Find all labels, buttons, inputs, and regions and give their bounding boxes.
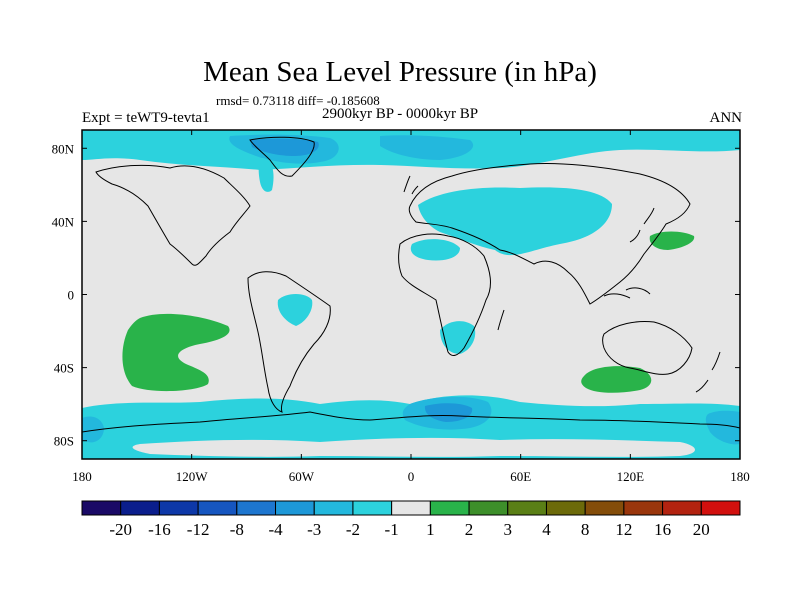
- east-antarctic-anomaly: [705, 410, 740, 445]
- north-africa-anomaly: [410, 239, 460, 261]
- coast-uk: [403, 175, 419, 195]
- colorbar-label: 3: [504, 520, 513, 539]
- coast-africa: [398, 233, 491, 356]
- colorbar-swatch: [468, 500, 509, 516]
- colorbar-swatch: [700, 500, 741, 516]
- south-pacific-positive: [122, 313, 230, 392]
- experiment-label: Expt = teWT9-tevta1: [82, 110, 210, 126]
- coast-indonesia: [603, 287, 651, 299]
- colorbar-swatch: [662, 500, 702, 516]
- x-tick-label: 120W: [176, 469, 209, 484]
- colorbar-swatch: [545, 500, 586, 516]
- colorbar-swatch: [429, 500, 470, 516]
- ross-sea-anomaly: [82, 416, 104, 443]
- colorbar-label: 16: [654, 520, 671, 539]
- coast-antarctica: [82, 411, 740, 433]
- y-axis: 80N 40N 0 40S 80S: [52, 141, 740, 449]
- colorbar-swatch: [275, 500, 315, 516]
- colorbar-label: 2: [465, 520, 474, 539]
- coast-eurasia: [408, 162, 691, 305]
- arctic-core-anomaly: [250, 138, 319, 156]
- coastlines: [82, 136, 740, 433]
- colorbar-label: -12: [187, 520, 210, 539]
- x-tick-label: 120E: [617, 469, 645, 484]
- y-tick-label: 40N: [52, 214, 75, 229]
- coast-japan: [629, 207, 655, 243]
- colorbar-swatch: [158, 500, 199, 516]
- colorbar-label: 4: [542, 520, 551, 539]
- stats-label: rmsd= 0.73118 diff= -0.185608: [216, 93, 380, 108]
- colorbar-label: -1: [385, 520, 399, 539]
- colorbar-swatch: [352, 500, 393, 516]
- colorbar-label: -2: [346, 520, 360, 539]
- colorbar-swatch: [507, 500, 547, 516]
- colorbar-label: 12: [615, 520, 632, 539]
- y-tick-label: 0: [68, 288, 75, 303]
- colorbar-label: -3: [307, 520, 321, 539]
- y-tick-label: 80N: [52, 141, 75, 156]
- season-label: ANN: [709, 110, 743, 126]
- colorbar-label: -16: [148, 520, 171, 539]
- colorbar-swatch: [120, 500, 160, 516]
- colorbar-swatch: [236, 500, 277, 516]
- colorbar-label: 20: [693, 520, 710, 539]
- southern-ocean-deep-core: [424, 403, 473, 422]
- anomaly-fields: [82, 130, 740, 459]
- eurasia-anomaly-region: [418, 187, 612, 256]
- colorbar-swatch: [391, 500, 431, 516]
- colorbar: -20 -16 -12 -8 -4 -3 -2 -1 1 2 3 4 8 12 16 20: [81, 500, 741, 539]
- antarctic-interior-neutral: [132, 437, 695, 457]
- colorbar-label: -20: [109, 520, 132, 539]
- barents-anomaly: [380, 135, 474, 160]
- y-tick-label: 80S: [54, 434, 74, 449]
- period-label: 2900kyr BP - 0000kyr BP: [322, 106, 479, 122]
- colorbar-label: 1: [426, 520, 435, 539]
- coast-north-america: [95, 164, 251, 266]
- south-indian-positive: [581, 366, 652, 393]
- colorbar-swatch: [623, 500, 664, 516]
- y-tick-label: 40S: [54, 361, 74, 376]
- nw-pacific-positive: [649, 231, 695, 250]
- colorbar-label: 8: [581, 520, 590, 539]
- coast-south-america: [247, 271, 331, 413]
- x-tick-label: 180: [730, 469, 750, 484]
- colorbar-label: -4: [268, 520, 283, 539]
- north-atlantic-strip: [258, 158, 274, 192]
- coast-greenland: [249, 136, 315, 177]
- southern-africa-anomaly: [440, 321, 476, 354]
- coast-australia: [602, 321, 693, 375]
- x-tick-label: 60E: [510, 469, 531, 484]
- coast-madagascar: [497, 309, 505, 331]
- colorbar-swatch: [313, 500, 354, 516]
- x-tick-label: 0: [408, 469, 415, 484]
- coast-new-zealand: [695, 351, 721, 393]
- chart-title: Mean Sea Level Pressure (in hPa): [203, 56, 597, 88]
- colorbar-swatch: [81, 500, 122, 516]
- x-axis: 180 120W 60W 0 60E 120E 180: [72, 130, 750, 484]
- colorbar-label: -8: [230, 520, 244, 539]
- colorbar-swatch: [197, 500, 238, 516]
- x-tick-label: 180: [72, 469, 92, 484]
- colorbar-swatch: [584, 500, 625, 516]
- x-tick-label: 60W: [289, 469, 315, 484]
- amazon-anomaly: [277, 294, 313, 326]
